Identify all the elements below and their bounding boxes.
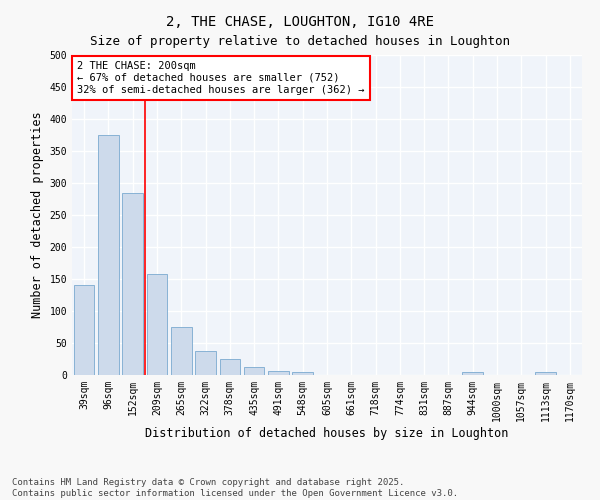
Bar bbox=[195, 352, 216, 375]
Bar bbox=[268, 370, 289, 375]
Bar bbox=[535, 372, 556, 375]
Bar bbox=[220, 359, 240, 375]
Text: 2, THE CHASE, LOUGHTON, IG10 4RE: 2, THE CHASE, LOUGHTON, IG10 4RE bbox=[166, 15, 434, 29]
Bar bbox=[146, 274, 167, 375]
Y-axis label: Number of detached properties: Number of detached properties bbox=[31, 112, 44, 318]
X-axis label: Distribution of detached houses by size in Loughton: Distribution of detached houses by size … bbox=[145, 426, 509, 440]
Text: Contains HM Land Registry data © Crown copyright and database right 2025.
Contai: Contains HM Land Registry data © Crown c… bbox=[12, 478, 458, 498]
Bar bbox=[244, 368, 265, 375]
Bar bbox=[122, 192, 143, 375]
Bar bbox=[171, 327, 191, 375]
Bar bbox=[292, 372, 313, 375]
Text: 2 THE CHASE: 200sqm
← 67% of detached houses are smaller (752)
32% of semi-detac: 2 THE CHASE: 200sqm ← 67% of detached ho… bbox=[77, 62, 365, 94]
Text: Size of property relative to detached houses in Loughton: Size of property relative to detached ho… bbox=[90, 35, 510, 48]
Bar bbox=[463, 372, 483, 375]
Bar bbox=[74, 286, 94, 375]
Bar bbox=[98, 135, 119, 375]
